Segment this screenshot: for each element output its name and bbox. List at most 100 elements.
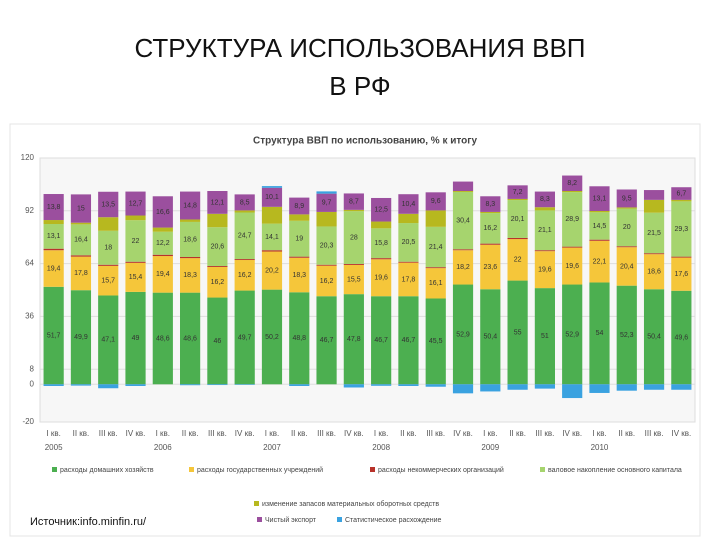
data-label: 13,1 — [593, 195, 607, 202]
bar-segment — [152, 254, 173, 257]
bar-segment — [616, 285, 637, 385]
bar-segment — [643, 190, 665, 200]
data-label: 28,9 — [565, 216, 579, 223]
bar-segment — [371, 384, 392, 386]
bar-segment — [70, 222, 92, 225]
bar-segment — [70, 224, 92, 256]
data-label: 8,5 — [240, 199, 250, 206]
bar-segment — [589, 384, 610, 393]
data-label: 19,6 — [538, 266, 552, 273]
data-label: 14,1 — [265, 234, 279, 241]
bar-segment — [507, 280, 528, 385]
bar-segment — [43, 248, 64, 251]
data-label: 8,9 — [294, 203, 304, 210]
bar-segment — [452, 284, 474, 385]
legend-label: Статистическое расхождение — [345, 517, 442, 524]
data-label: 18 — [104, 245, 112, 252]
bar-segment — [261, 186, 283, 188]
bar-segment — [643, 212, 665, 254]
bar-segment — [616, 207, 637, 209]
data-label: 20,1 — [511, 216, 525, 223]
bar-segment — [343, 211, 364, 264]
bar-segment — [343, 264, 364, 295]
bar-segment — [180, 258, 201, 293]
bar-segment — [125, 261, 146, 263]
legend-label: Чистый экспорт — [265, 516, 317, 524]
bar-segment — [261, 251, 283, 290]
bar-segment — [507, 239, 528, 281]
bar-segment — [562, 191, 583, 193]
data-label: 24,7 — [238, 233, 252, 240]
bar-segment — [671, 290, 692, 385]
data-label: 50,2 — [265, 334, 279, 341]
bar-segment — [207, 384, 228, 386]
data-label: 16,2 — [320, 278, 334, 285]
bar-segment — [480, 384, 501, 392]
x-tick-label: I кв. — [46, 429, 60, 438]
data-label: 16,2 — [238, 272, 252, 279]
bar-segment — [643, 253, 665, 255]
data-label: 17,8 — [74, 270, 88, 277]
bar-segment — [70, 256, 92, 291]
bar-segment — [70, 194, 92, 223]
bar-segment — [343, 193, 364, 210]
bar-segment — [152, 231, 173, 255]
bar-segment — [125, 262, 146, 292]
y-tick-label: 120 — [21, 153, 35, 162]
bar-segment — [98, 230, 119, 265]
bar-segment — [343, 263, 364, 265]
data-label: 47,1 — [101, 337, 115, 344]
y-tick-label: 0 — [30, 379, 35, 388]
data-label: 19 — [295, 236, 303, 243]
data-label: 14,8 — [183, 202, 197, 209]
data-label: 10,1 — [265, 194, 279, 201]
bar-segment — [261, 250, 283, 252]
data-label: 46,7 — [402, 337, 416, 344]
bar-segment — [152, 292, 173, 385]
x-tick-label: III кв. — [99, 429, 118, 438]
bar-segment — [98, 191, 119, 218]
bar-segment — [452, 250, 474, 285]
data-label: 28 — [350, 234, 358, 241]
data-label: 16,6 — [156, 209, 170, 216]
data-label: 8,7 — [349, 198, 359, 205]
bar-segment — [234, 210, 255, 213]
bar-segment — [671, 256, 692, 258]
data-label: 17,8 — [402, 276, 416, 283]
bar-segment — [43, 286, 64, 385]
x-tick-label: II кв. — [400, 429, 417, 438]
legend-label: расходы государственных учреждений — [197, 466, 323, 474]
x-tick-label: III кв. — [535, 429, 554, 438]
data-label: 15,5 — [347, 276, 361, 283]
data-label: 15,8 — [374, 240, 388, 247]
x-tick-label: I кв. — [265, 429, 279, 438]
data-label: 22 — [514, 257, 522, 264]
data-label: 18,2 — [456, 264, 470, 271]
data-label: 16,1 — [429, 280, 443, 287]
bar-segment — [98, 384, 119, 389]
bar-segment — [180, 257, 201, 259]
bar-segment — [180, 384, 201, 386]
data-label: 13,8 — [47, 204, 61, 211]
bar-segment — [589, 282, 610, 385]
bar-segment — [98, 265, 119, 296]
bar-segment — [589, 239, 610, 241]
bar-segment — [152, 256, 173, 293]
data-label: 49 — [132, 335, 140, 342]
bar-segment — [671, 201, 692, 257]
bar-segment — [480, 196, 501, 212]
bar-segment — [371, 296, 392, 385]
data-label: 46,7 — [320, 337, 334, 344]
bar-segment — [343, 384, 364, 388]
bar-segment — [180, 292, 201, 385]
bar-segment — [98, 217, 119, 231]
bar-segment — [289, 384, 310, 386]
data-label: 52,9 — [565, 331, 579, 338]
bar-segment — [207, 213, 228, 228]
data-label: 16,2 — [484, 225, 498, 232]
data-label: 46 — [213, 338, 221, 345]
bar-segment — [316, 211, 337, 227]
data-label: 8,2 — [567, 180, 577, 187]
bar-segment — [480, 211, 501, 214]
bar-segment — [480, 243, 501, 245]
